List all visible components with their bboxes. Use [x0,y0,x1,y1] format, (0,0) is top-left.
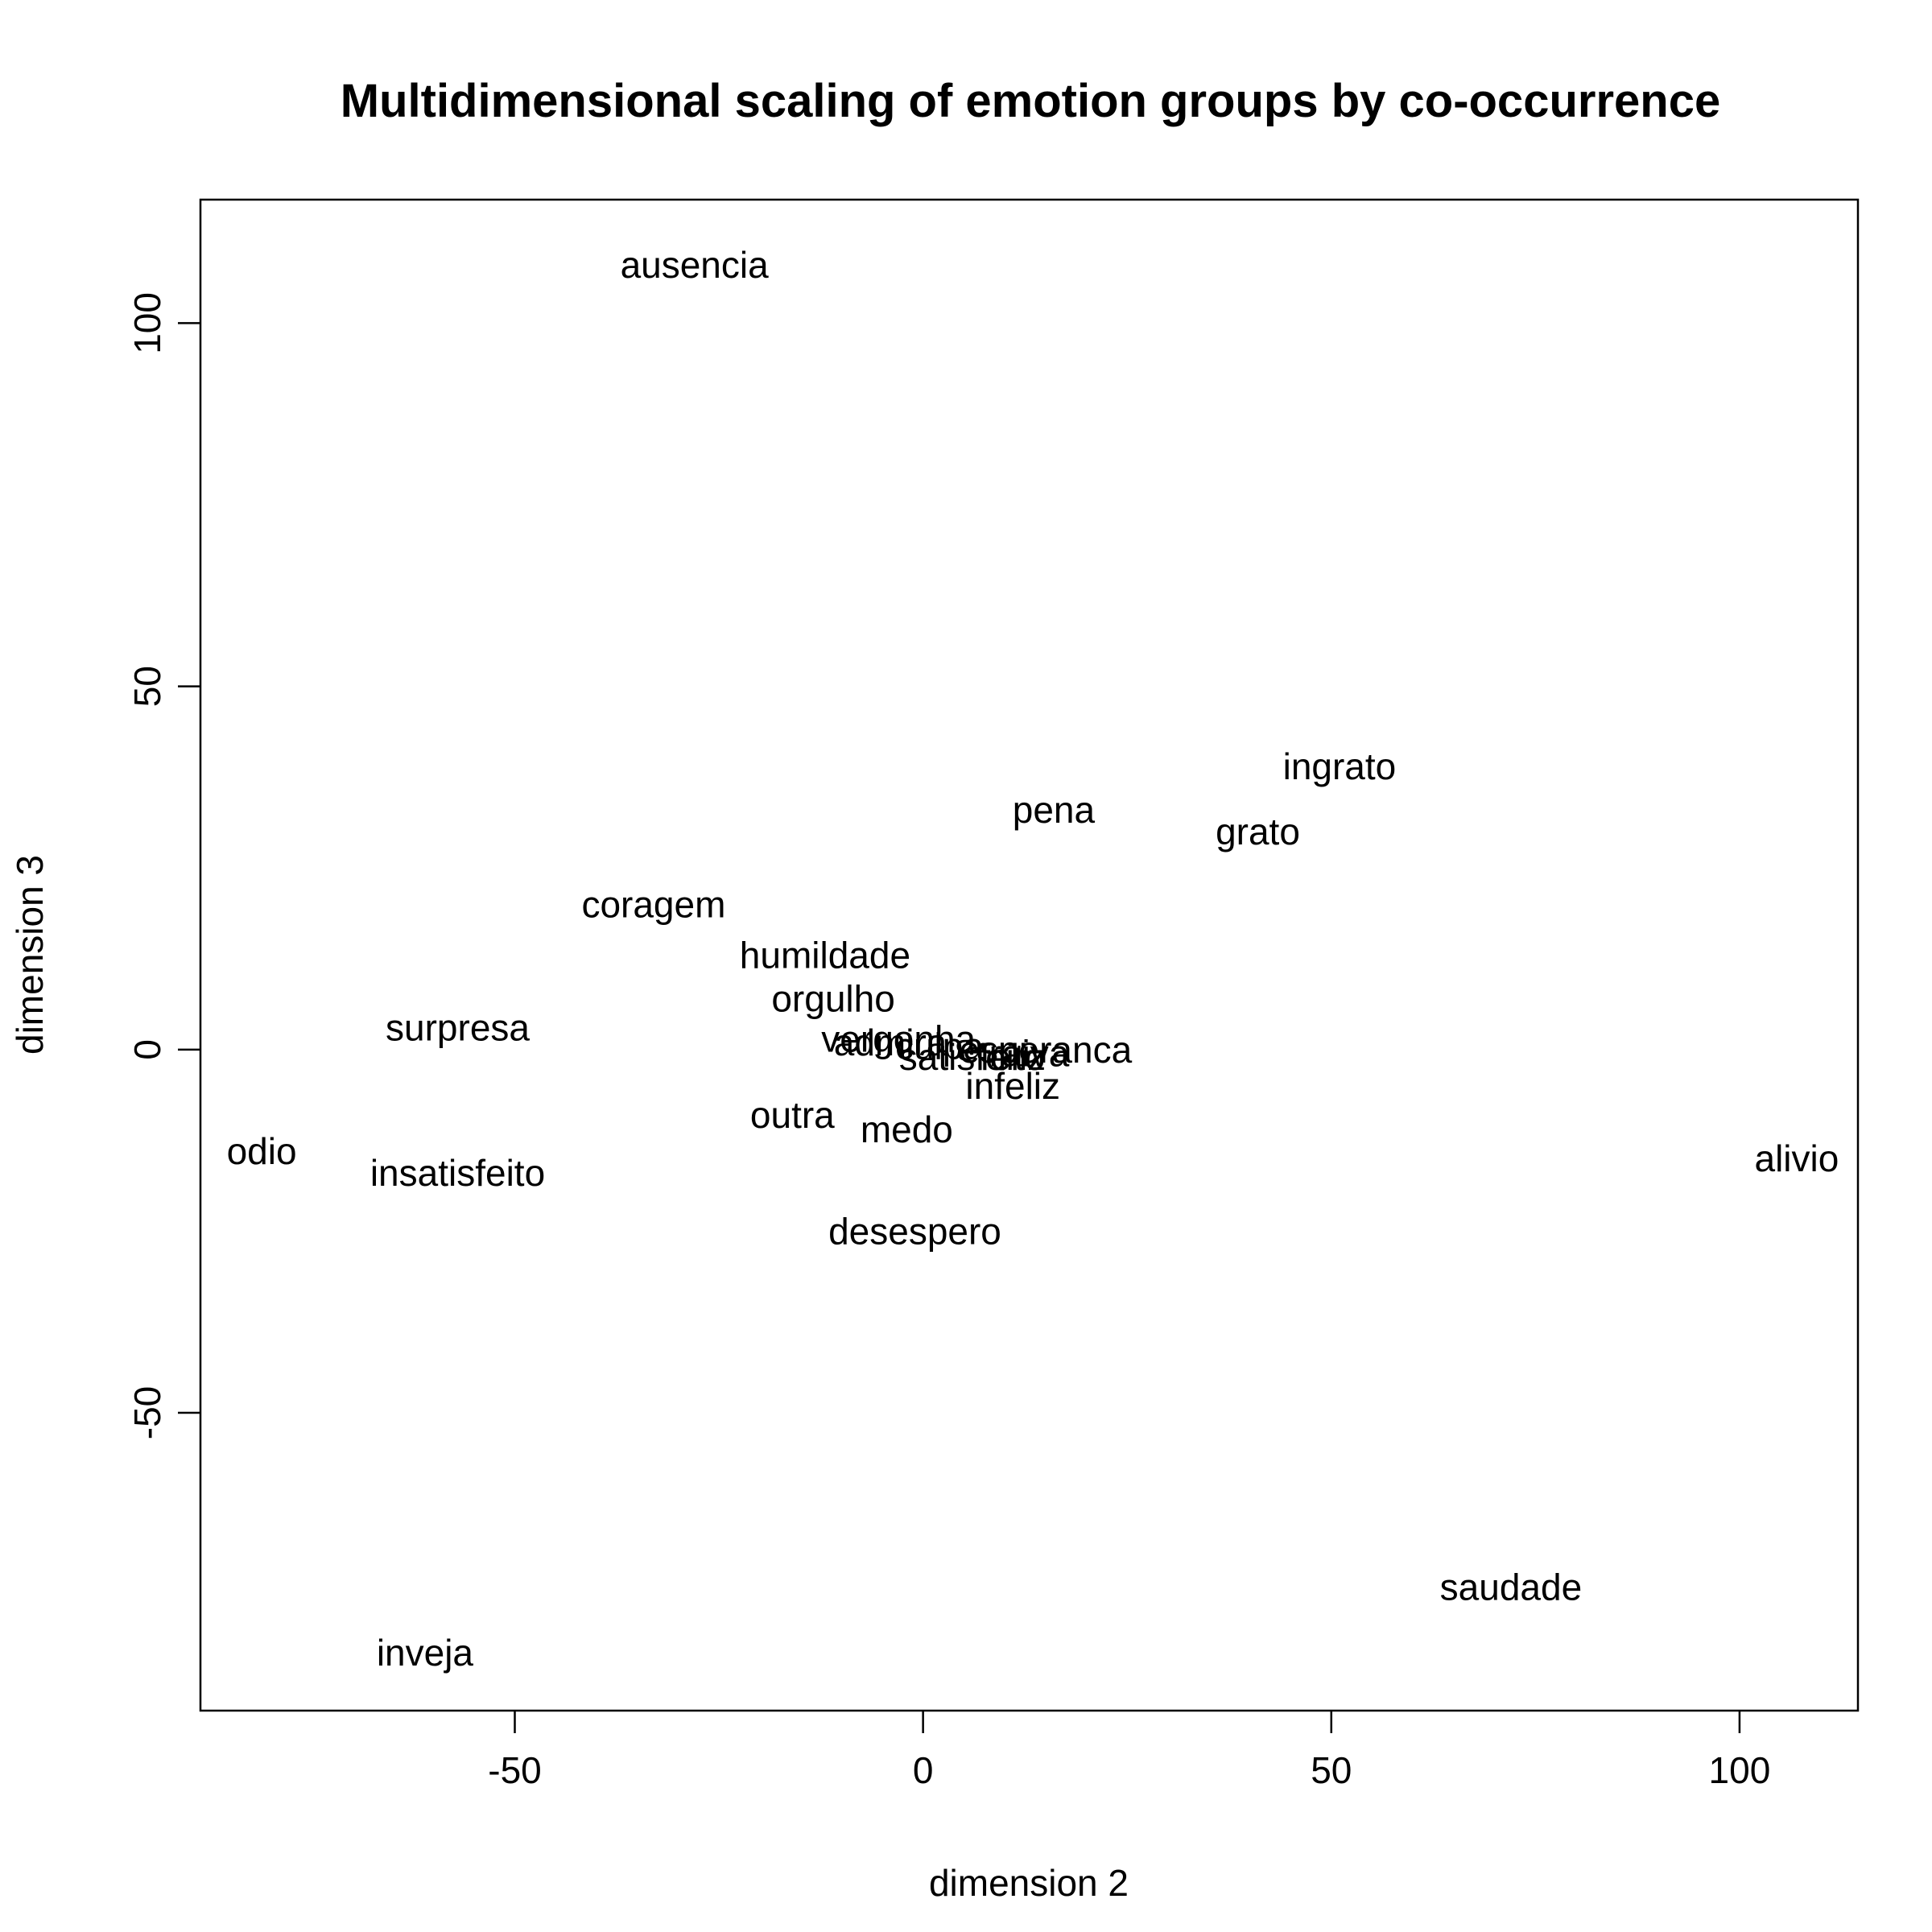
x-axis-label: dimension 2 [929,1862,1129,1904]
point-label-desespero: desespero [828,1210,1001,1252]
x-tick-label: 0 [913,1749,934,1791]
y-tick-label: 100 [126,292,168,354]
chart-title: Multidimensional scaling of emotion grou… [341,75,1720,127]
point-label-raiva: raiva [989,1032,1070,1074]
point-label-coragem: coragem [581,883,725,925]
point-label-satisfeito: satisfeito [899,1036,1046,1078]
x-axis: -50 0 50 100 [488,1711,1770,1791]
point-label-pena: pena [1013,789,1096,831]
point-label-esperanca: esperanca [959,1029,1132,1071]
plot-frame [199,198,1860,1712]
point-labels: ausencia ingrato pena grato coragem humildade… [227,244,1839,1674]
point-label-odio: odio [227,1130,297,1172]
point-label-infeliz: infeliz [965,1065,1060,1107]
y-tick-label: -50 [126,1386,168,1439]
x-tick-label: 50 [1311,1749,1352,1791]
point-label-feliz: feliz [980,1036,1046,1078]
point-label-ausencia: ausencia [621,244,770,286]
point-label-grato: grato [1216,811,1300,852]
y-tick-label: 50 [126,666,168,707]
point-label-orgulho: orgulho [771,978,894,1020]
point-label-culpa: culpa [895,1025,984,1067]
point-label-humildade: humildade [740,935,910,976]
point-label-ingrato: ingrato [1283,745,1397,787]
point-label-insatisfeito: insatisfeito [370,1152,545,1194]
point-label-surpresa: surpresa [386,1007,530,1049]
point-label-vergonha: vergonha [821,1018,976,1059]
point-label-inveja: inveja [377,1632,474,1674]
y-axis: -50 0 50 100 [126,292,200,1439]
y-tick-label: 0 [126,1039,168,1060]
y-axis-label: dimension 3 [9,855,51,1055]
point-label-medo: medo [861,1108,953,1150]
point-label-outra: outra [750,1094,835,1136]
x-tick-label: -50 [488,1749,541,1791]
x-tick-label: 100 [1709,1749,1771,1791]
point-label-alivio: alivio [1755,1137,1839,1179]
point-label-saudade: saudade [1440,1567,1583,1608]
point-label-admira: admira [834,1022,947,1063]
